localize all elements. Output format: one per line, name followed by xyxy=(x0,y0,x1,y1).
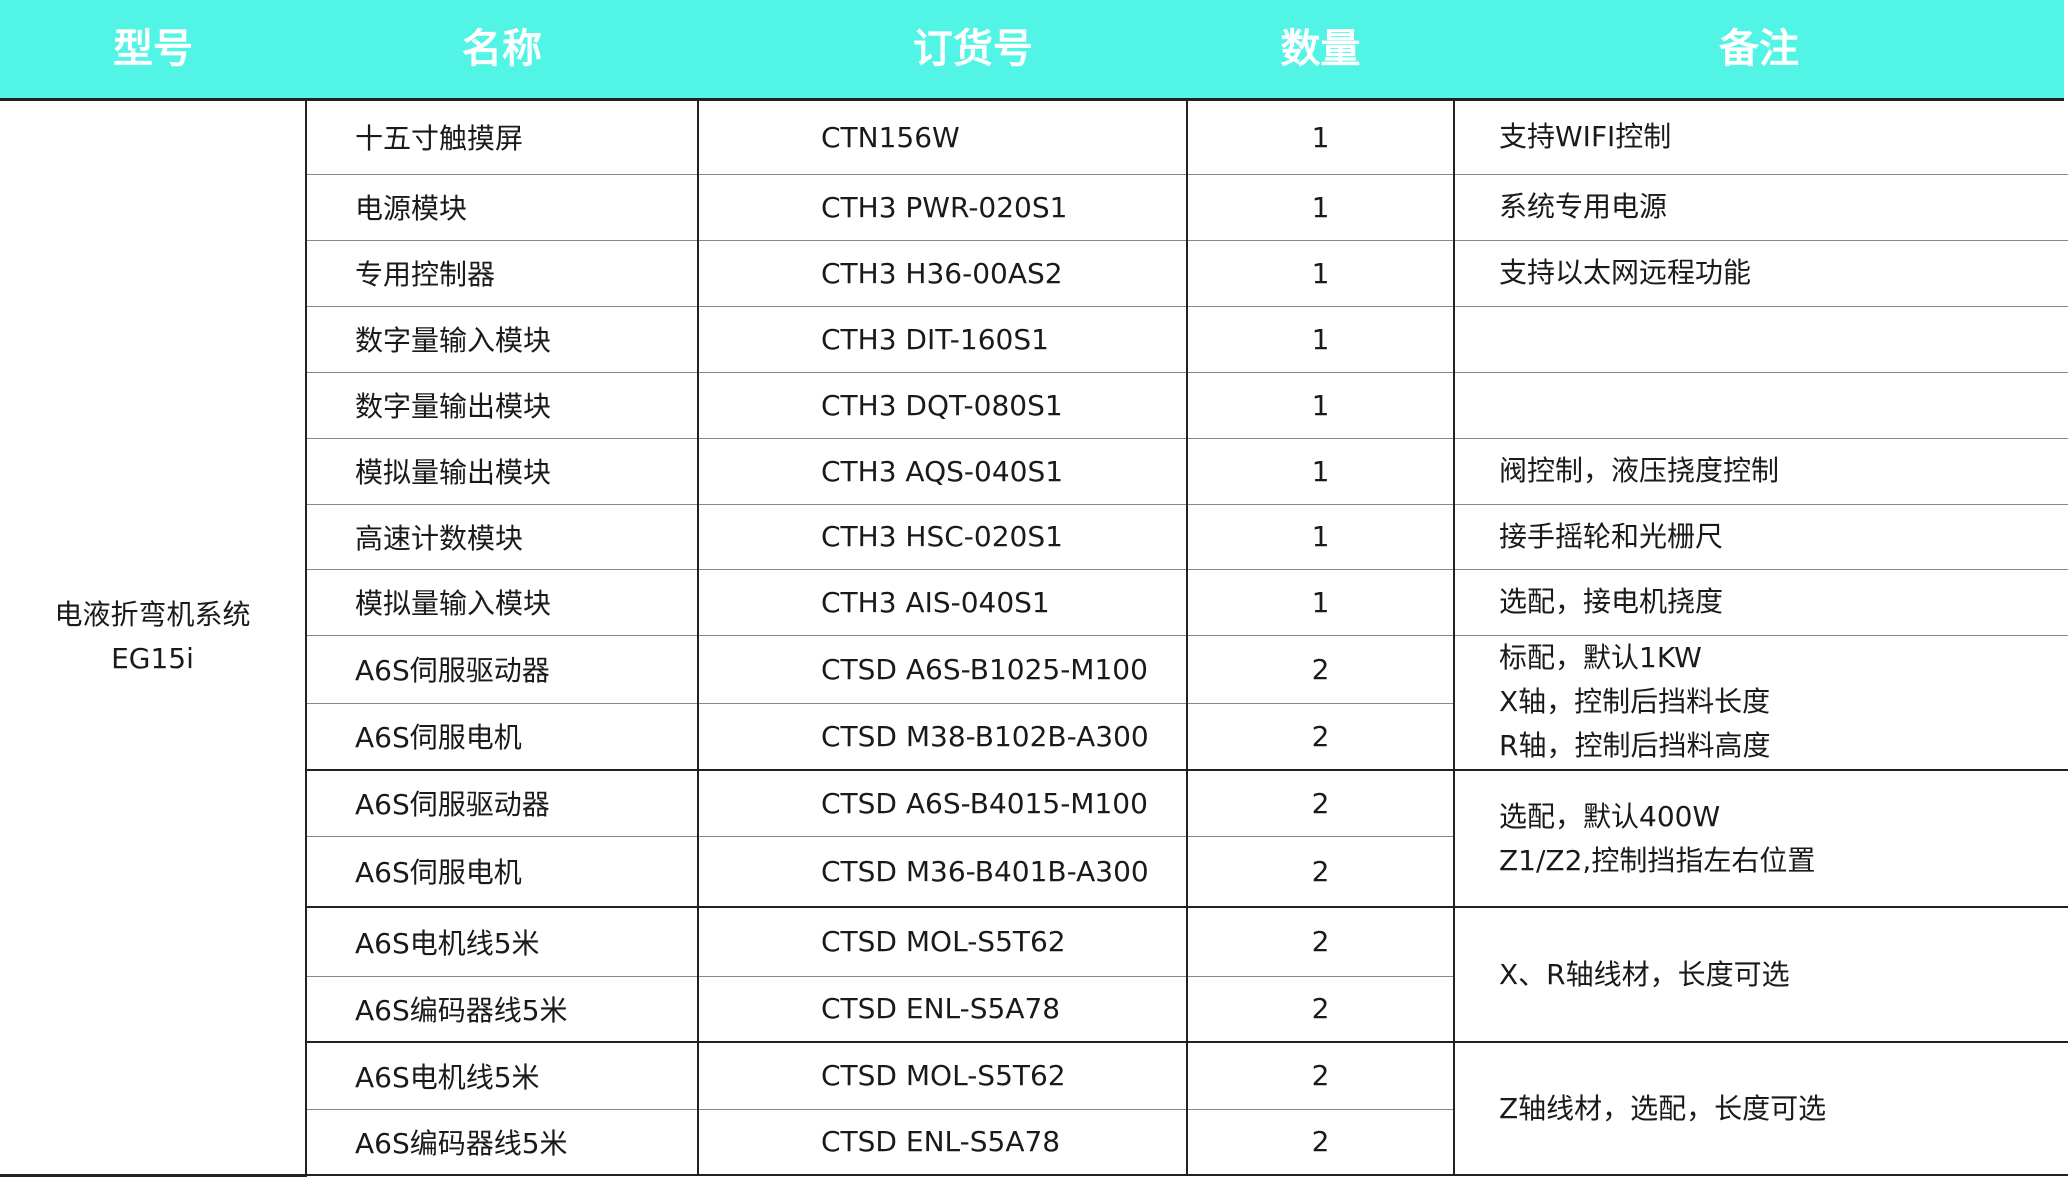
remark-cell: 选配，默认400W Z1/Z2,控制挡指左右位置 xyxy=(1454,770,2068,908)
remark-line: 选配，默认400W xyxy=(1499,799,1721,833)
quantity: 1 xyxy=(1187,174,1455,241)
header-model: 型号 xyxy=(113,26,193,72)
quantity: 2 xyxy=(1187,907,1455,977)
table-row: A6S编码器线5米 CTSD ENL-S5A78 2 xyxy=(0,1109,2068,1176)
order-number: CTSD A6S-B1025-M100 xyxy=(698,635,1188,704)
part-name: 数字量输出模块 xyxy=(306,372,699,439)
header-name: 名称 xyxy=(462,26,542,72)
table-row: A6S电机线5米 CTSD MOL-S5T62 2 Z轴线材，选配，长度可选 xyxy=(0,1042,2068,1176)
table-row: 电液折弯机系统 EG15i 十五寸触摸屏 CTN156W 1 支持WIFI控制 xyxy=(0,101,2068,1177)
table-row: A6S伺服驱动器 CTSD A6S-B4015-M100 2 选配，默认400W Z1/… xyxy=(0,770,2068,908)
table-row: 模拟量输出模块 CTH3 AQS-040S1 1 阀控制，液压挠度控制 xyxy=(0,438,2068,505)
order-number: CTH3 DQT-080S1 xyxy=(698,372,1188,439)
order-number: CTSD ENL-S5A78 xyxy=(698,976,1188,1043)
model-code: EG15i xyxy=(111,642,194,676)
table-row: 数字量输出模块 CTH3 DQT-080S1 1 xyxy=(0,372,2068,439)
header-remarks: 备注 xyxy=(1719,26,1799,72)
part-name: A6S伺服电机 xyxy=(306,836,699,908)
remark-cell: 阀控制，液压挠度控制 xyxy=(1454,438,2068,505)
remark-cell: 支持WIFI控制 xyxy=(1454,101,2068,175)
quantity: 1 xyxy=(1187,306,1455,373)
remark-line: Z1/Z2,控制挡指左右位置 xyxy=(1499,843,1816,877)
remark-cell: 接手摇轮和光栅尺 xyxy=(1454,504,2068,570)
quantity: 1 xyxy=(1187,504,1455,570)
remark-line: X轴，控制后挡料长度 xyxy=(1499,685,1771,719)
remark-line: 选配，接电机挠度 xyxy=(1499,585,1724,618)
table-row: A6S伺服电机 CTSD M36-B401B-A300 2 xyxy=(0,836,2068,908)
header-order-number: 订货号 xyxy=(913,26,1033,72)
table-row: A6S伺服电机 CTSD M38-B102B-A300 2 xyxy=(0,703,2068,771)
order-number: CTH3 HSC-020S1 xyxy=(698,504,1188,570)
quantity: 1 xyxy=(1187,372,1455,439)
part-name: A6S伺服驱动器 xyxy=(306,770,699,837)
order-number: CTSD A6S-B4015-M100 xyxy=(698,770,1188,837)
remark-line: X、R轴线材，长度可选 xyxy=(1499,957,1790,991)
quantity: 2 xyxy=(1187,1109,1455,1176)
header-quantity: 数量 xyxy=(1280,26,1361,72)
remark-cell: 选配，接电机挠度 xyxy=(1454,569,2068,636)
quantity: 2 xyxy=(1187,770,1455,837)
remark-cell xyxy=(1454,306,2068,373)
remark-line: 系统专用电源 xyxy=(1499,190,1668,223)
order-number: CTN156W xyxy=(698,101,1188,175)
order-number: CTSD MOL-S5T62 xyxy=(698,1042,1188,1110)
model-cell: 电液折弯机系统 EG15i xyxy=(0,101,307,1177)
part-name: 十五寸触摸屏 xyxy=(306,101,699,175)
part-name: A6S电机线5米 xyxy=(306,907,699,977)
remark-cell: 系统专用电源 xyxy=(1454,174,2068,241)
remark-line: Z轴线材，选配，长度可选 xyxy=(1499,1091,1827,1125)
quantity: 2 xyxy=(1187,703,1455,771)
order-number: CTSD ENL-S5A78 xyxy=(698,1109,1188,1176)
table-row: 高速计数模块 CTH3 HSC-020S1 1 接手摇轮和光栅尺 xyxy=(0,504,2068,570)
remark-line: 阀控制，液压挠度控制 xyxy=(1499,454,1780,487)
remark-cell: 标配，默认1KW X轴，控制后挡料长度 R轴，控制后挡料高度 xyxy=(1454,635,2068,771)
table-row: 电源模块 CTH3 PWR-020S1 1 系统专用电源 xyxy=(0,174,2068,241)
remark-cell: Z轴线材，选配，长度可选 xyxy=(1454,1042,2068,1176)
table-row: 数字量输入模块 CTH3 DIT-160S1 1 xyxy=(0,306,2068,373)
part-name: 高速计数模块 xyxy=(306,504,699,570)
quantity: 2 xyxy=(1187,635,1455,704)
order-number: CTH3 AQS-040S1 xyxy=(698,438,1188,505)
remark-cell: X、R轴线材，长度可选 xyxy=(1454,907,2068,1043)
order-number: CTSD M36-B401B-A300 xyxy=(698,836,1188,908)
remark-cell: 支持以太网远程功能 xyxy=(1454,240,2068,307)
order-number: CTH3 H36-00AS2 xyxy=(698,240,1188,307)
order-number: CTSD MOL-S5T62 xyxy=(698,907,1188,977)
part-name: 数字量输入模块 xyxy=(306,306,699,373)
part-name: 专用控制器 xyxy=(306,240,699,307)
order-number: CTH3 PWR-020S1 xyxy=(698,174,1188,241)
table-row: 模拟量输入模块 CTH3 AIS-040S1 1 选配，接电机挠度 xyxy=(0,569,2068,636)
quantity: 1 xyxy=(1187,240,1455,307)
model-name: 电液折弯机系统 xyxy=(54,598,251,632)
quantity: 1 xyxy=(1187,101,1455,175)
quantity: 1 xyxy=(1187,569,1455,636)
table-header: 型号 名称 订货号 数量 备注 xyxy=(0,0,2064,101)
quantity: 2 xyxy=(1187,1042,1455,1110)
part-name: 模拟量输入模块 xyxy=(306,569,699,636)
part-name: A6S编码器线5米 xyxy=(306,976,699,1043)
parts-table: 电液折弯机系统 EG15i 十五寸触摸屏 CTN156W 1 支持WIFI控制 电源模块 CT… xyxy=(0,101,2068,1177)
part-name: 电源模块 xyxy=(306,174,699,241)
table-row: A6S伺服驱动器 CTSD A6S-B1025-M100 2 标配，默认1KW X轴，控… xyxy=(0,635,2068,771)
remark-line: 标配，默认1KW xyxy=(1499,641,1702,675)
order-number: CTSD M38-B102B-A300 xyxy=(698,703,1188,771)
remark-line: 支持WIFI控制 xyxy=(1499,120,1672,154)
order-number: CTH3 AIS-040S1 xyxy=(698,569,1188,636)
part-name: A6S伺服驱动器 xyxy=(306,635,699,704)
table-row: A6S编码器线5米 CTSD ENL-S5A78 2 xyxy=(0,976,2068,1043)
quantity: 2 xyxy=(1187,836,1455,908)
order-number: CTH3 DIT-160S1 xyxy=(698,306,1188,373)
part-name: A6S电机线5米 xyxy=(306,1042,699,1110)
remark-cell xyxy=(1454,372,2068,439)
remark-line: R轴，控制后挡料高度 xyxy=(1499,729,1771,763)
quantity: 2 xyxy=(1187,976,1455,1043)
table-row: 专用控制器 CTH3 H36-00AS2 1 支持以太网远程功能 xyxy=(0,240,2068,307)
part-name: A6S伺服电机 xyxy=(306,703,699,771)
table-row: A6S电机线5米 CTSD MOL-S5T62 2 X、R轴线材，长度可选 xyxy=(0,907,2068,1043)
part-name: 模拟量输出模块 xyxy=(306,438,699,505)
remark-line: 支持以太网远程功能 xyxy=(1499,256,1752,289)
quantity: 1 xyxy=(1187,438,1455,505)
part-name: A6S编码器线5米 xyxy=(306,1109,699,1176)
remark-line: 接手摇轮和光栅尺 xyxy=(1499,519,1724,553)
